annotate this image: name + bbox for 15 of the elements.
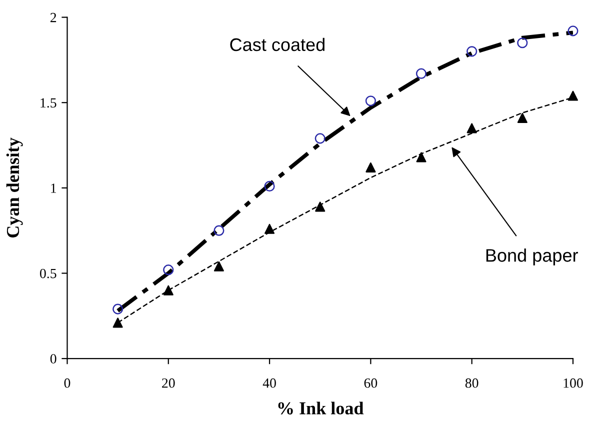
y-tick-label: 1.5 <box>40 98 56 108</box>
x-tick-label: 60 <box>364 378 378 388</box>
x-tick-label: 40 <box>262 378 276 388</box>
x-axis-title: % Ink load <box>278 402 364 414</box>
x-tick-label: 100 <box>564 378 583 388</box>
y-axis-title: Cyan density <box>6 138 23 238</box>
x-tick-label: 80 <box>465 378 478 388</box>
annotation: Bond paper <box>486 248 578 266</box>
y-tick-label: 0.5 <box>40 268 56 278</box>
y-tick-label: 2 <box>50 12 56 22</box>
y-tick-label: 0 <box>50 354 56 364</box>
x-tick-label: 20 <box>162 378 175 388</box>
annotation: Cast coated <box>230 38 324 52</box>
y-tick-label: 1 <box>51 184 56 193</box>
x-tick-label: 0 <box>64 378 70 388</box>
